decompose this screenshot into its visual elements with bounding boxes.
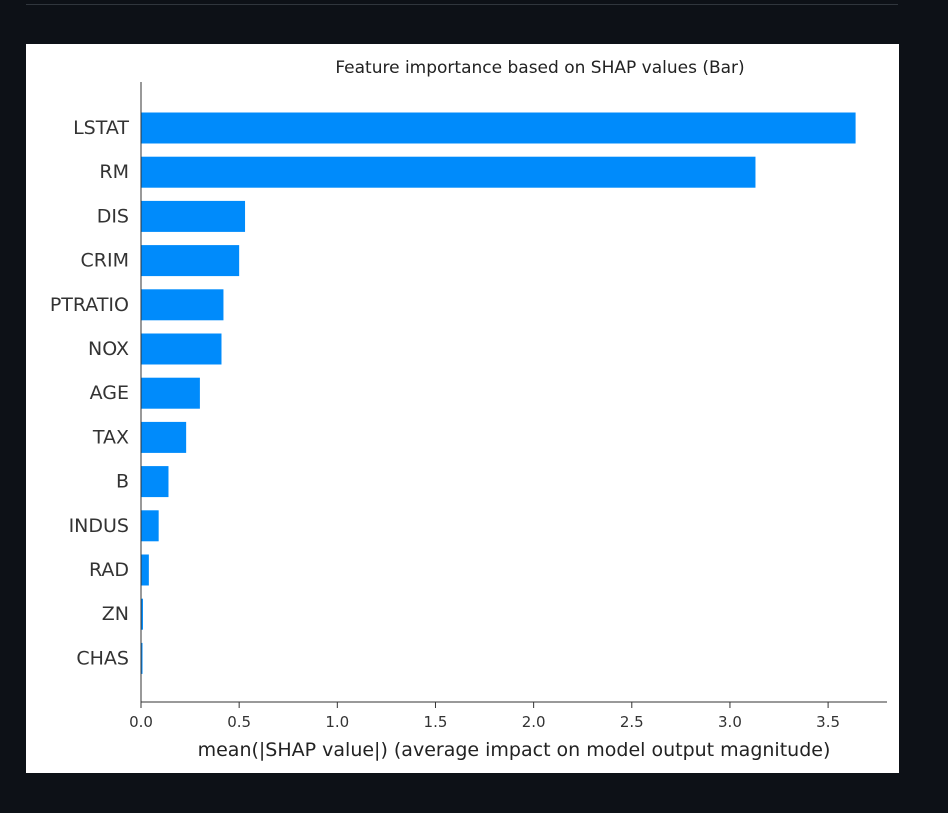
y-label-nox: NOX xyxy=(88,338,129,360)
y-label-ptratio: PTRATIO xyxy=(50,294,129,316)
shap-bar-chart: Feature importance based on SHAP values … xyxy=(50,58,887,761)
top-divider xyxy=(26,4,898,5)
x-tick-label: 0.0 xyxy=(129,713,153,731)
x-tick-label: 0.5 xyxy=(227,713,251,731)
y-label-crim: CRIM xyxy=(81,250,129,272)
y-label-zn: ZN xyxy=(102,603,129,625)
y-label-chas: CHAS xyxy=(76,647,129,669)
bar-ptratio xyxy=(141,289,224,321)
x-ticks: 0.0 0.5 1.0 1.5 2.0 2.5 3.0 3.5 xyxy=(129,702,840,731)
bars-group xyxy=(141,112,856,674)
bar-nox xyxy=(141,333,222,365)
chart-title: Feature importance based on SHAP values … xyxy=(335,58,744,78)
x-axis-label: mean(|SHAP value|) (average impact on mo… xyxy=(198,739,831,761)
bar-age xyxy=(141,377,200,409)
y-label-tax: TAX xyxy=(92,426,129,448)
y-label-dis: DIS xyxy=(97,205,129,227)
x-tick-label: 3.0 xyxy=(718,713,742,731)
x-tick-label: 2.0 xyxy=(522,713,546,731)
bar-indus xyxy=(141,510,159,542)
x-tick-label: 1.0 xyxy=(325,713,349,731)
bar-rad xyxy=(141,554,149,586)
y-label-rad: RAD xyxy=(89,559,129,581)
bar-b xyxy=(141,466,169,498)
y-label-age: AGE xyxy=(90,382,129,404)
bar-tax xyxy=(141,421,187,453)
y-tick-labels: LSTAT RM DIS CRIM PTRATIO NOX AGE TAX B INDUS RAD Z… xyxy=(50,117,130,669)
bar-rm xyxy=(141,156,756,188)
x-tick-label: 2.5 xyxy=(620,713,644,731)
bar-dis xyxy=(141,200,246,232)
y-label-lstat: LSTAT xyxy=(73,117,129,139)
y-label-indus: INDUS xyxy=(69,515,129,537)
bar-chas xyxy=(141,642,143,674)
bar-lstat xyxy=(141,112,856,144)
x-tick-label: 1.5 xyxy=(424,713,448,731)
bar-crim xyxy=(141,245,240,277)
chart-figure: Feature importance based on SHAP values … xyxy=(26,44,899,773)
x-tick-label: 3.5 xyxy=(816,713,840,731)
y-label-b: B xyxy=(116,471,129,493)
bar-zn xyxy=(141,598,143,630)
y-label-rm: RM xyxy=(99,161,129,183)
